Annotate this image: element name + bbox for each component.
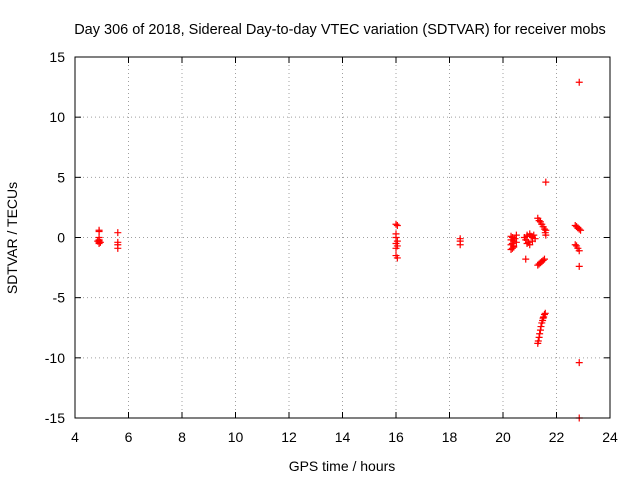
data-point xyxy=(575,247,583,255)
y-tick-label: -10 xyxy=(45,350,65,366)
data-point xyxy=(526,241,534,249)
data-point xyxy=(540,255,548,263)
data-point xyxy=(575,225,583,233)
y-tick-label: 10 xyxy=(49,109,65,125)
y-tick-label: 0 xyxy=(57,230,65,246)
x-tick-label: 12 xyxy=(281,429,297,445)
data-points xyxy=(94,78,585,422)
x-tick-label: 20 xyxy=(495,429,511,445)
data-point xyxy=(541,309,549,317)
x-tick-label: 6 xyxy=(125,429,133,445)
data-point xyxy=(536,330,544,338)
data-point xyxy=(392,220,400,228)
x-tick-label: 10 xyxy=(228,429,244,445)
data-point xyxy=(510,243,518,251)
y-tick-label: 15 xyxy=(49,49,65,65)
data-point xyxy=(511,235,519,243)
data-point xyxy=(577,226,585,234)
x-tick-label: 4 xyxy=(71,429,79,445)
data-point xyxy=(540,225,548,233)
x-axis-label: GPS time / hours xyxy=(289,458,396,474)
data-point xyxy=(114,229,122,237)
data-point xyxy=(392,234,400,241)
data-point xyxy=(456,241,464,249)
y-axis-label: SDTVAR / TECUs xyxy=(4,182,20,294)
x-tick-labels: 4 6 8 10 12 14 16 18 20 22 24 xyxy=(71,429,618,445)
data-point xyxy=(540,311,548,319)
x-tick-label: 24 xyxy=(602,429,618,445)
y-tick-label: 5 xyxy=(57,169,65,185)
data-point xyxy=(512,238,520,246)
data-point xyxy=(96,238,104,246)
y-tick-label: -5 xyxy=(53,290,66,306)
plot-frame xyxy=(74,56,611,419)
data-point xyxy=(392,244,400,252)
data-point xyxy=(575,78,583,86)
data-point xyxy=(114,244,122,252)
data-point xyxy=(508,244,516,252)
y-tick-labels: -15 -10 -5 0 5 10 15 xyxy=(45,49,65,426)
data-point xyxy=(542,178,550,186)
data-point xyxy=(528,234,536,241)
data-point xyxy=(575,262,583,270)
data-point xyxy=(542,231,550,239)
x-tick-label: 8 xyxy=(178,429,186,445)
data-point xyxy=(95,227,103,235)
data-point xyxy=(523,232,531,240)
x-tick-label: 16 xyxy=(388,429,404,445)
data-point xyxy=(571,241,579,249)
data-point xyxy=(535,217,543,225)
data-point xyxy=(575,359,583,367)
chart-title: Day 306 of 2018, Sidereal Day-to-day VTE… xyxy=(74,22,606,38)
x-tick-label: 18 xyxy=(442,429,458,445)
data-point xyxy=(393,254,401,262)
y-tick-label: -15 xyxy=(45,410,65,426)
data-point xyxy=(534,337,542,345)
data-point xyxy=(537,323,545,331)
data-point xyxy=(393,221,401,229)
x-tick-label: 22 xyxy=(549,429,565,445)
data-point xyxy=(512,231,520,239)
x-tick-label: 14 xyxy=(335,429,351,445)
data-point xyxy=(522,255,530,263)
data-point xyxy=(539,256,547,264)
